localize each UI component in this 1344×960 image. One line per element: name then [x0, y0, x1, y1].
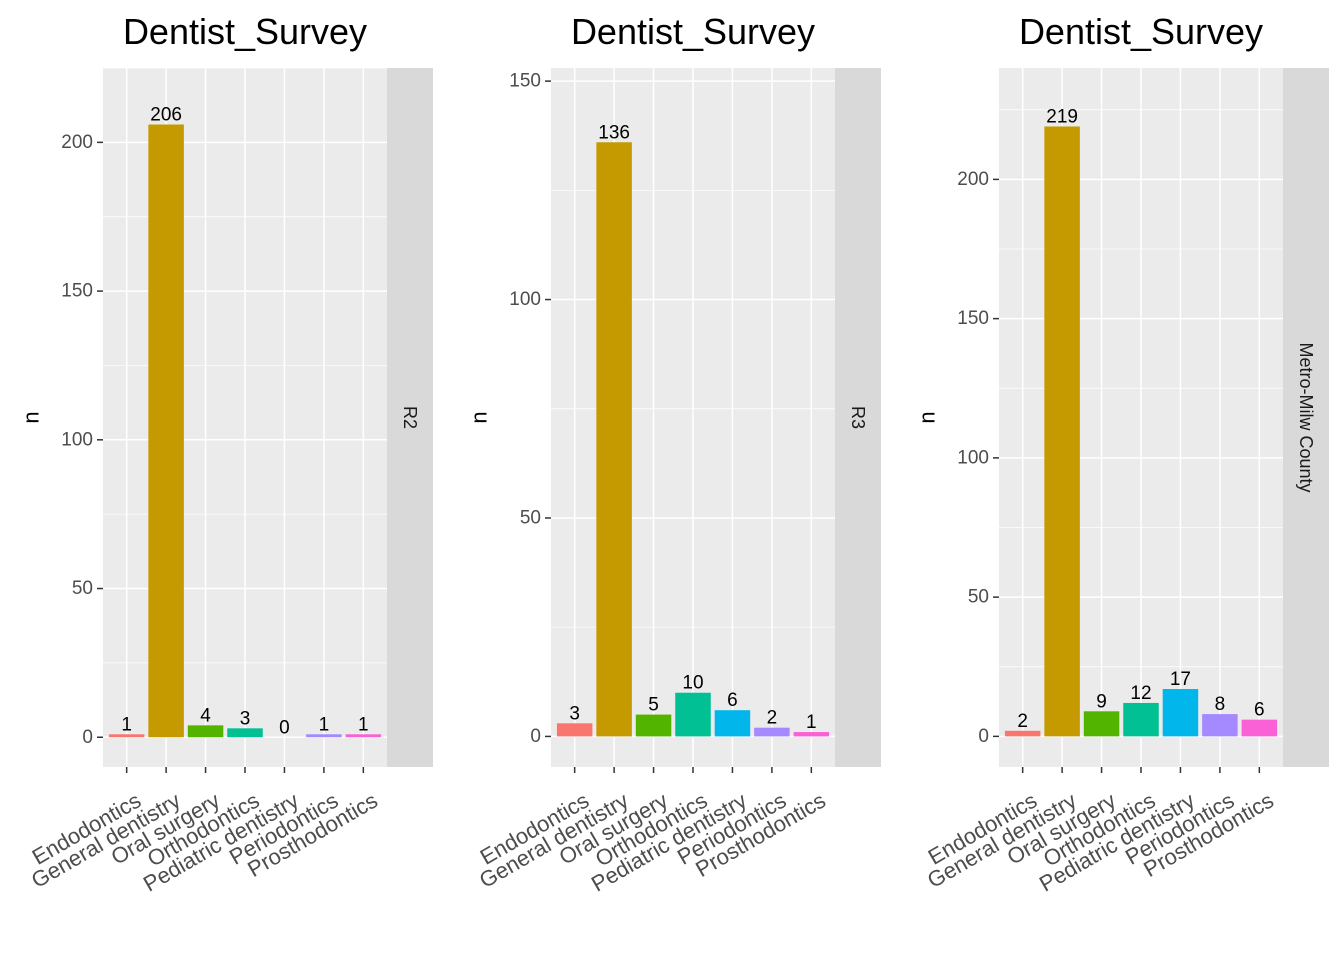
y-axis-title: n [915, 411, 940, 423]
bar [1162, 689, 1199, 737]
bar [754, 727, 790, 737]
data-label: 2 [1017, 711, 1028, 732]
bar [596, 142, 632, 737]
data-label: 3 [569, 703, 580, 724]
facet-label: R2 [400, 406, 420, 429]
y-axis-title: n [19, 411, 44, 423]
data-label: 219 [1046, 106, 1078, 127]
bar [1044, 126, 1080, 737]
y-tick-label: 200 [957, 169, 989, 190]
bar [675, 692, 711, 737]
data-label: 10 [682, 673, 703, 694]
bar [1083, 711, 1120, 737]
bar [227, 728, 263, 738]
bar [635, 714, 672, 737]
facet-label: Metro-Milw County [1296, 342, 1316, 492]
data-label: 12 [1130, 683, 1151, 704]
bar [345, 734, 382, 738]
data-label: 1 [121, 714, 132, 735]
facet-panel: 2 219 9 12 17 8 6 Metro-Milw County 0 50 100 150 200… [915, 11, 1329, 897]
y-tick-label: 50 [968, 587, 989, 608]
bar [556, 723, 593, 737]
bar [1202, 714, 1238, 737]
bar [1241, 719, 1278, 737]
data-label: 2 [767, 708, 778, 729]
bar [108, 734, 145, 738]
data-label: 1 [806, 712, 817, 733]
data-label: 136 [598, 122, 630, 143]
bar [1123, 702, 1159, 737]
bar [714, 710, 751, 737]
data-label: 9 [1096, 691, 1107, 712]
data-label: 4 [200, 705, 211, 726]
y-tick-label: 0 [82, 727, 93, 748]
y-tick-label: 150 [509, 71, 541, 92]
bar [187, 725, 224, 738]
y-tick-label: 50 [72, 578, 93, 599]
y-axis-title: n [467, 411, 492, 423]
facet-strip [387, 68, 433, 767]
data-label: 8 [1215, 694, 1226, 715]
facet-label: R3 [848, 406, 868, 429]
data-label: 3 [240, 708, 251, 729]
y-tick-label: 100 [61, 429, 93, 450]
chart-title: Dentist_Survey [123, 11, 367, 52]
facet-strip [1283, 68, 1329, 767]
y-tick-label: 0 [978, 726, 989, 747]
bar [1004, 730, 1041, 737]
data-label: 5 [648, 695, 659, 716]
y-tick-label: 0 [530, 726, 541, 747]
data-label: 0 [279, 717, 290, 738]
y-tick-label: 150 [957, 308, 989, 329]
bar [793, 732, 830, 737]
y-tick-label: 150 [61, 281, 93, 302]
chart-title: Dentist_Survey [1019, 11, 1263, 52]
data-label: 17 [1170, 669, 1191, 690]
data-label: 1 [358, 714, 369, 735]
bar [148, 124, 184, 738]
chart-title: Dentist_Survey [571, 11, 815, 52]
y-tick-label: 50 [520, 507, 541, 528]
facet-strip [835, 68, 881, 767]
data-label: 206 [150, 105, 182, 126]
data-label: 1 [319, 714, 330, 735]
bar [306, 734, 342, 738]
y-tick-label: 100 [509, 289, 541, 310]
y-tick-label: 100 [957, 447, 989, 468]
data-label: 6 [727, 690, 738, 711]
data-label: 6 [1254, 700, 1265, 721]
y-tick-label: 200 [61, 132, 93, 153]
